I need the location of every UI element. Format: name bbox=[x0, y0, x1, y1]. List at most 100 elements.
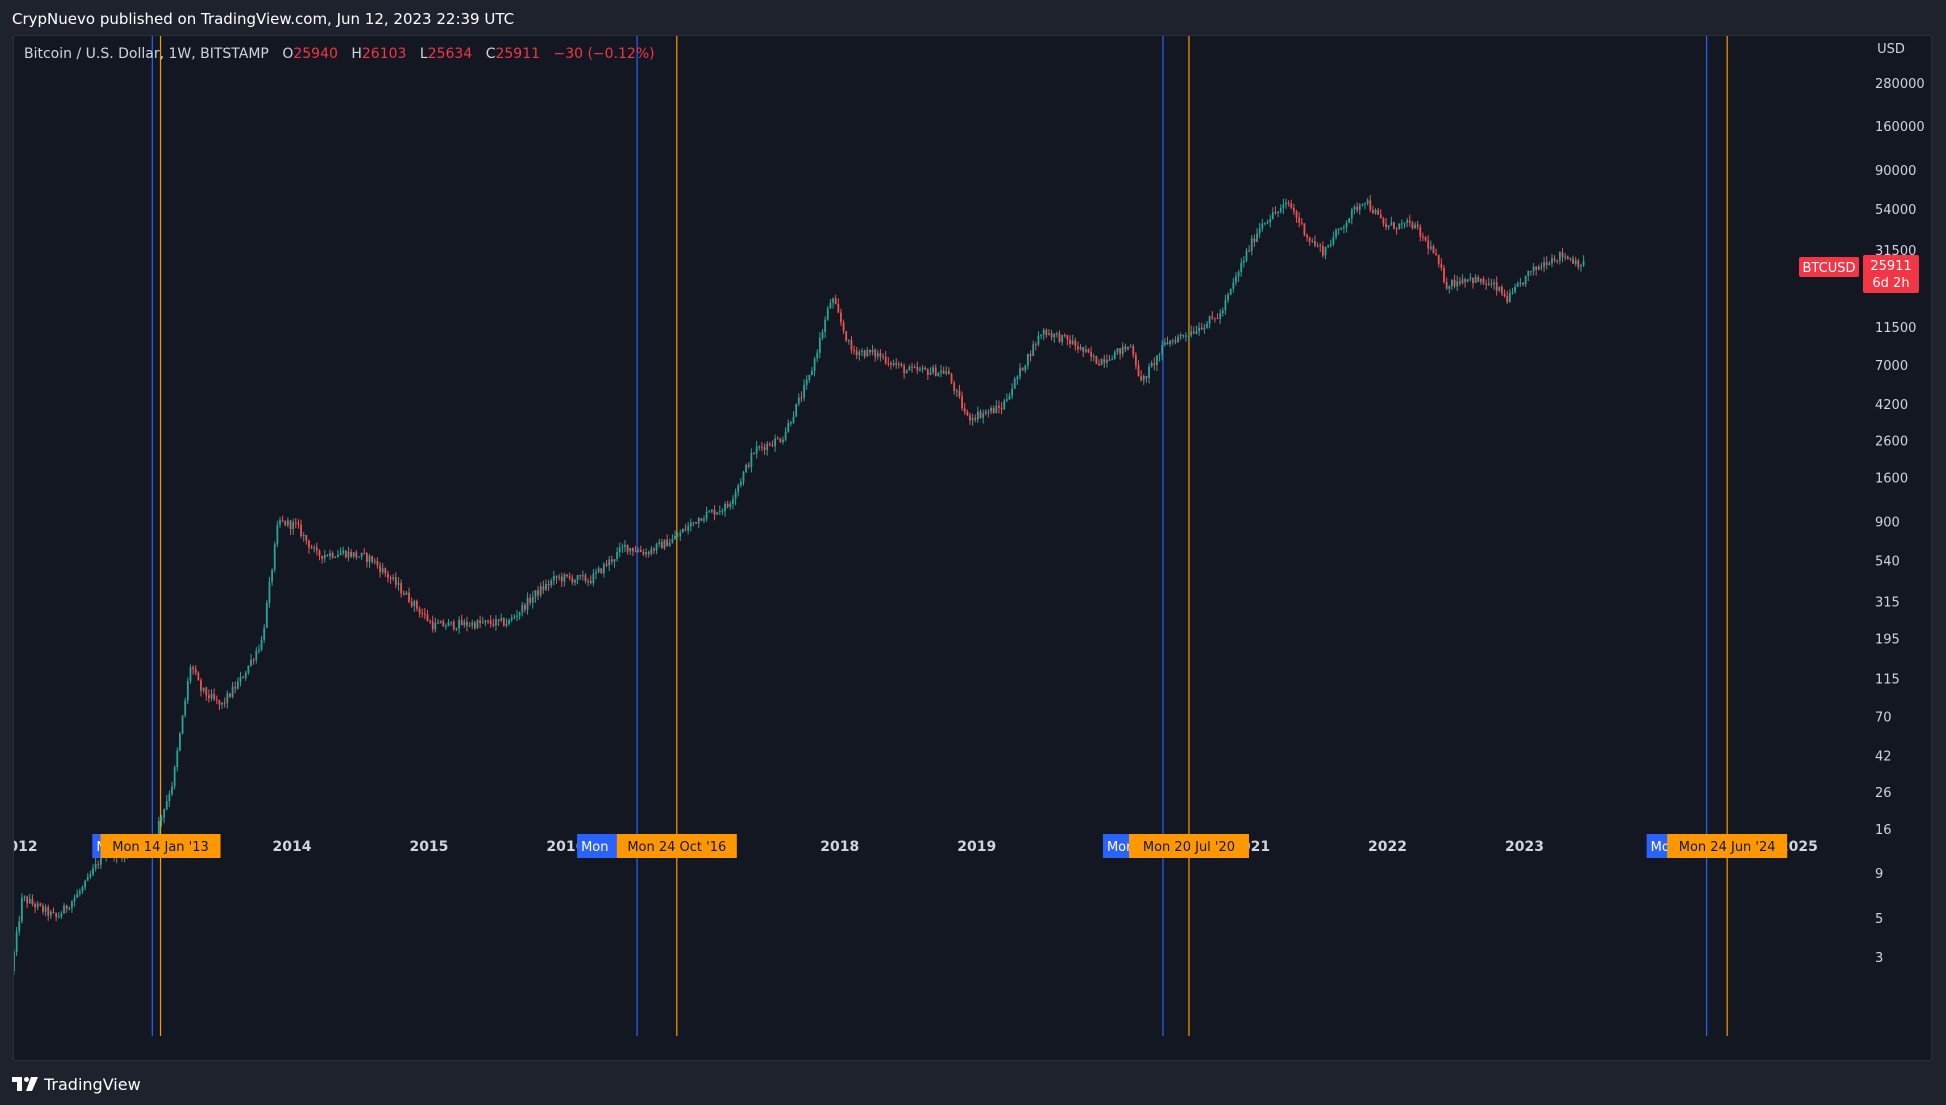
candle-body bbox=[592, 573, 595, 584]
candle-body bbox=[47, 907, 50, 916]
price-tick-label: 280000 bbox=[1875, 77, 1925, 92]
candle-body bbox=[663, 539, 666, 549]
candle-body bbox=[1358, 205, 1361, 211]
candle-body bbox=[1340, 227, 1343, 230]
candle-body bbox=[73, 897, 76, 902]
candle-body bbox=[610, 559, 613, 562]
candle-body bbox=[18, 921, 21, 932]
candle-body bbox=[231, 686, 234, 697]
candle-body bbox=[903, 365, 906, 374]
candle-body bbox=[1400, 223, 1403, 225]
candle-body bbox=[779, 438, 782, 443]
candle-body bbox=[1327, 245, 1330, 247]
candle-body bbox=[1406, 220, 1409, 223]
candle-body bbox=[1171, 340, 1174, 342]
candle-body bbox=[1395, 228, 1398, 230]
candle-body bbox=[616, 551, 618, 560]
candle-body bbox=[710, 509, 713, 512]
vertical-markers-layer bbox=[151, 36, 1728, 1036]
candle-body bbox=[919, 369, 921, 371]
candle-body bbox=[276, 524, 279, 545]
candle-body bbox=[334, 557, 337, 559]
candle-body bbox=[884, 356, 887, 363]
candle-body bbox=[1443, 267, 1445, 282]
candle-body bbox=[471, 622, 474, 626]
candle-body bbox=[603, 564, 605, 574]
candle-body bbox=[1382, 218, 1385, 224]
candle-body bbox=[805, 379, 808, 386]
candle-body bbox=[1248, 250, 1251, 252]
candle-body bbox=[1508, 293, 1511, 302]
candle-body bbox=[1082, 347, 1085, 352]
candle-body bbox=[1011, 388, 1014, 396]
candle-body bbox=[587, 580, 590, 582]
candle-body bbox=[1427, 240, 1430, 249]
high-value: 26103 bbox=[361, 46, 407, 62]
candle-body bbox=[882, 356, 884, 358]
candle-body bbox=[953, 382, 956, 392]
candle-body bbox=[313, 547, 316, 549]
candle-body bbox=[666, 539, 669, 547]
candle-body bbox=[574, 580, 576, 583]
candle-body bbox=[763, 447, 766, 450]
candle-body bbox=[1448, 286, 1451, 289]
candle-body bbox=[868, 349, 871, 353]
candle-body bbox=[1129, 346, 1132, 348]
candle-body bbox=[513, 616, 516, 618]
candle-body bbox=[502, 618, 505, 626]
candle-body bbox=[700, 518, 703, 521]
candle-body bbox=[36, 903, 39, 908]
candle-body bbox=[708, 511, 711, 513]
candle-body bbox=[1074, 340, 1077, 347]
candle-body bbox=[247, 665, 250, 673]
candle-body bbox=[1048, 333, 1050, 335]
candle-body bbox=[242, 676, 245, 678]
time-tick-label: 2022 bbox=[1368, 839, 1407, 855]
candle-body bbox=[81, 887, 84, 892]
candle-body bbox=[1511, 292, 1514, 294]
candle-body bbox=[339, 552, 342, 556]
candle-body bbox=[1034, 344, 1037, 346]
candle-body bbox=[1156, 355, 1158, 366]
time-tick-label: 2014 bbox=[273, 839, 312, 855]
candle-body bbox=[1580, 265, 1582, 267]
candle-body bbox=[853, 349, 855, 351]
time-tick-label: 2016 bbox=[546, 839, 585, 855]
candle-body bbox=[342, 550, 345, 553]
candle-body bbox=[487, 620, 489, 622]
chart-pane[interactable]: USD 280000 160000 90000 54000 31500 11500 7000 4… bbox=[13, 35, 1932, 1061]
candle-body bbox=[1050, 333, 1053, 338]
candle-body bbox=[1385, 223, 1387, 228]
candle-body bbox=[279, 520, 281, 525]
candle-body bbox=[974, 418, 977, 420]
candle-body bbox=[1240, 262, 1243, 273]
candle-body bbox=[1490, 283, 1493, 285]
candle-body bbox=[697, 518, 700, 524]
candle-body bbox=[937, 372, 940, 376]
candle-body bbox=[505, 623, 508, 626]
candle-body bbox=[1498, 286, 1501, 291]
candle-body bbox=[613, 559, 616, 562]
candle-body bbox=[908, 366, 911, 371]
candle-body bbox=[1353, 206, 1356, 210]
candle-body bbox=[1329, 244, 1332, 246]
price-chart[interactable]: USD2800001600009000054000315001150070004… bbox=[14, 36, 1931, 1060]
candle-body bbox=[516, 615, 518, 617]
candle-body bbox=[787, 423, 790, 432]
candle-body bbox=[1032, 344, 1035, 357]
candle-body bbox=[39, 903, 42, 906]
candle-body bbox=[1519, 282, 1522, 284]
candle-body bbox=[260, 639, 263, 650]
candle-body bbox=[1245, 250, 1248, 261]
candle-body bbox=[315, 547, 318, 551]
tradingview-logo[interactable]: TradingView bbox=[12, 1074, 141, 1094]
candle-body bbox=[1182, 335, 1185, 337]
candle-body bbox=[1087, 349, 1090, 353]
candle-body bbox=[1345, 222, 1348, 228]
candle-body bbox=[998, 405, 1000, 408]
candle-body bbox=[1037, 335, 1040, 345]
candle-body bbox=[800, 397, 803, 399]
candle-body bbox=[329, 552, 331, 557]
candle-body bbox=[887, 362, 890, 364]
candle-body bbox=[900, 364, 903, 366]
